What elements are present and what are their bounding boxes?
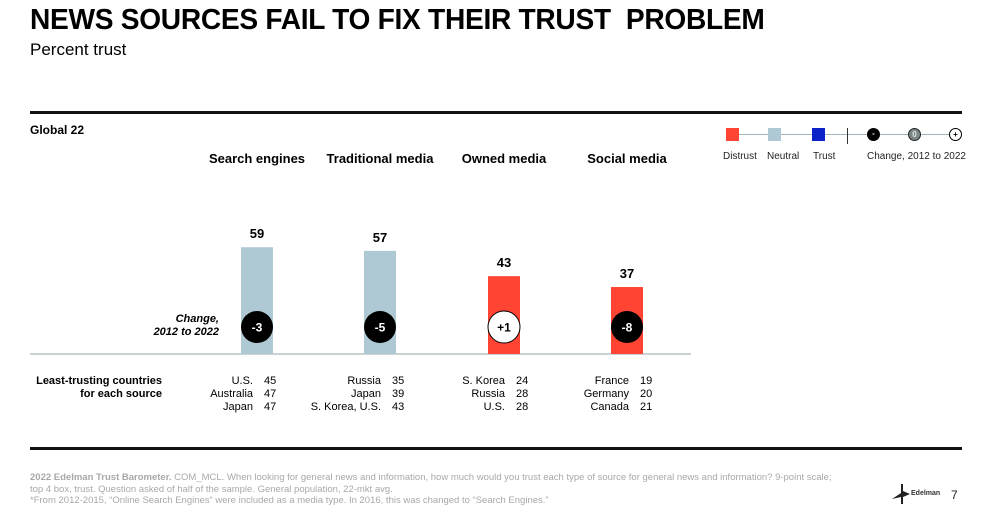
least-trusting-social-media: France 19 Germany 20 Canada 21: [519, 375, 670, 414]
country-name: Germany: [583, 388, 629, 400]
footnote-question: COM_MCL. When looking for general news a…: [171, 472, 832, 483]
change-positive-icon: +: [949, 128, 962, 141]
country-row: U.S. 45: [143, 375, 294, 388]
country-name: U.S.: [483, 401, 505, 413]
category-label-traditional-media: Traditional media: [326, 151, 434, 166]
footnote-source: 2022 Edelman Trust Barometer.: [30, 472, 172, 483]
change-negative-icon: -: [867, 128, 880, 141]
legend-label-trust: Trust: [813, 151, 836, 162]
least-trusting-label-line-1: Least-trusting countries: [36, 375, 162, 387]
footnote-line-3: *From 2012-2015, “Online Search Engines”…: [30, 495, 549, 506]
country-row: S. Korea 24: [395, 375, 546, 388]
page-number: 7: [951, 488, 958, 502]
country-value: 28: [516, 401, 529, 413]
country-name: Japan: [223, 401, 253, 413]
bottom-divider: [30, 447, 962, 450]
change-value-owned-media: +1: [497, 321, 511, 335]
country-row: Russia 28: [395, 388, 546, 401]
footnote-line-2: top 4 box, trust. Question asked of half…: [30, 483, 393, 495]
change-caption: Change, 2012 to 2022: [154, 313, 219, 339]
country-row: S. Korea, U.S. 43: [271, 401, 422, 414]
legend-swatch-trust: [812, 128, 825, 141]
change-value-search-engines: -3: [252, 321, 263, 335]
country-value: 35: [392, 375, 405, 387]
country-name: Japan: [351, 388, 381, 400]
legend-separator: [847, 128, 848, 144]
least-trusting-label: Least-trusting countries for each source: [36, 375, 162, 401]
country-row: Australia 47: [143, 388, 294, 401]
country-value: 19: [640, 375, 653, 387]
change-value-traditional-media: -5: [375, 321, 386, 335]
country-name: Russia: [471, 388, 505, 400]
country-row: U.S. 28: [395, 401, 546, 414]
least-trusting-owned-media: S. Korea 24 Russia 28 U.S. 28: [395, 375, 546, 414]
value-label-social-media: 37: [620, 266, 634, 281]
country-value: 20: [640, 388, 653, 400]
least-trusting-label-line-2: for each source: [80, 388, 162, 400]
change-badge-social-media: [611, 311, 643, 343]
country-name: U.S.: [231, 375, 253, 387]
country-value: 39: [392, 388, 405, 400]
least-trusting-traditional-media: Russia 35 Japan 39 S. Korea, U.S. 43: [271, 375, 422, 414]
country-value: 47: [264, 388, 277, 400]
legend-swatch-distrust: [726, 128, 739, 141]
value-label-owned-media: 43: [497, 255, 511, 270]
footnote: 2022 Edelman Trust Barometer. COM_MCL. W…: [30, 472, 870, 507]
change-zero-icon: 0: [908, 128, 921, 141]
change-badge-owned-media: [487, 310, 521, 344]
country-value: 21: [640, 401, 653, 413]
page-title: NEWS SOURCES FAIL TO FIX THEIR TRUST PRO…: [30, 4, 765, 36]
country-name: Canada: [590, 401, 629, 413]
country-value: 28: [516, 388, 529, 400]
country-name: S. Korea, U.S.: [310, 401, 381, 413]
section-label: Global 22: [30, 123, 85, 137]
bars-layer: 59 -3 57 -5 43 +1 37 -8: [241, 226, 643, 354]
country-value: 43: [392, 401, 405, 413]
category-label-owned-media: Owned media: [461, 151, 547, 166]
logo-text: Edelman: [911, 490, 941, 497]
change-badge-traditional-media: [364, 311, 396, 343]
footnote-line-1: 2022 Edelman Trust Barometer. COM_MCL. W…: [30, 472, 870, 484]
change-legend-label: Change, 2012 to 2022: [867, 151, 966, 162]
country-value: 47: [264, 401, 277, 413]
page-subtitle: Percent trust: [30, 40, 127, 59]
country-row: Germany 20: [519, 388, 670, 401]
country-name: S. Korea: [462, 375, 505, 387]
value-label-search-engines: 59: [250, 226, 264, 241]
legend-label-neutral: Neutral: [767, 151, 800, 162]
category-label-search-engines: Search engines: [208, 151, 306, 166]
country-row: Russia 35: [271, 375, 422, 388]
value-label-traditional-media: 57: [373, 230, 387, 245]
country-name: Australia: [210, 388, 253, 400]
legend-label-distrust: Distrust: [723, 151, 757, 162]
edelman-logo-icon: [892, 484, 910, 504]
country-name: France: [594, 375, 629, 387]
top-divider: [30, 111, 962, 114]
country-row: Japan 39: [271, 388, 422, 401]
change-badge-search-engines: [241, 311, 273, 343]
least-trusting-search-engines: U.S. 45 Australia 47 Japan 47: [143, 375, 294, 414]
country-row: France 19: [519, 375, 670, 388]
change-value-social-media: -8: [622, 321, 633, 335]
change-caption-line-2: 2012 to 2022: [153, 326, 219, 338]
change-caption-line-1: Change,: [175, 313, 219, 325]
category-label-social-media: Social media: [587, 151, 667, 166]
country-row: Japan 47: [143, 401, 294, 414]
country-name: Russia: [347, 375, 381, 387]
legend-swatch-neutral: [768, 128, 781, 141]
country-value: 24: [516, 375, 529, 387]
country-row: Canada 21: [519, 401, 670, 414]
country-value: 45: [264, 375, 277, 387]
